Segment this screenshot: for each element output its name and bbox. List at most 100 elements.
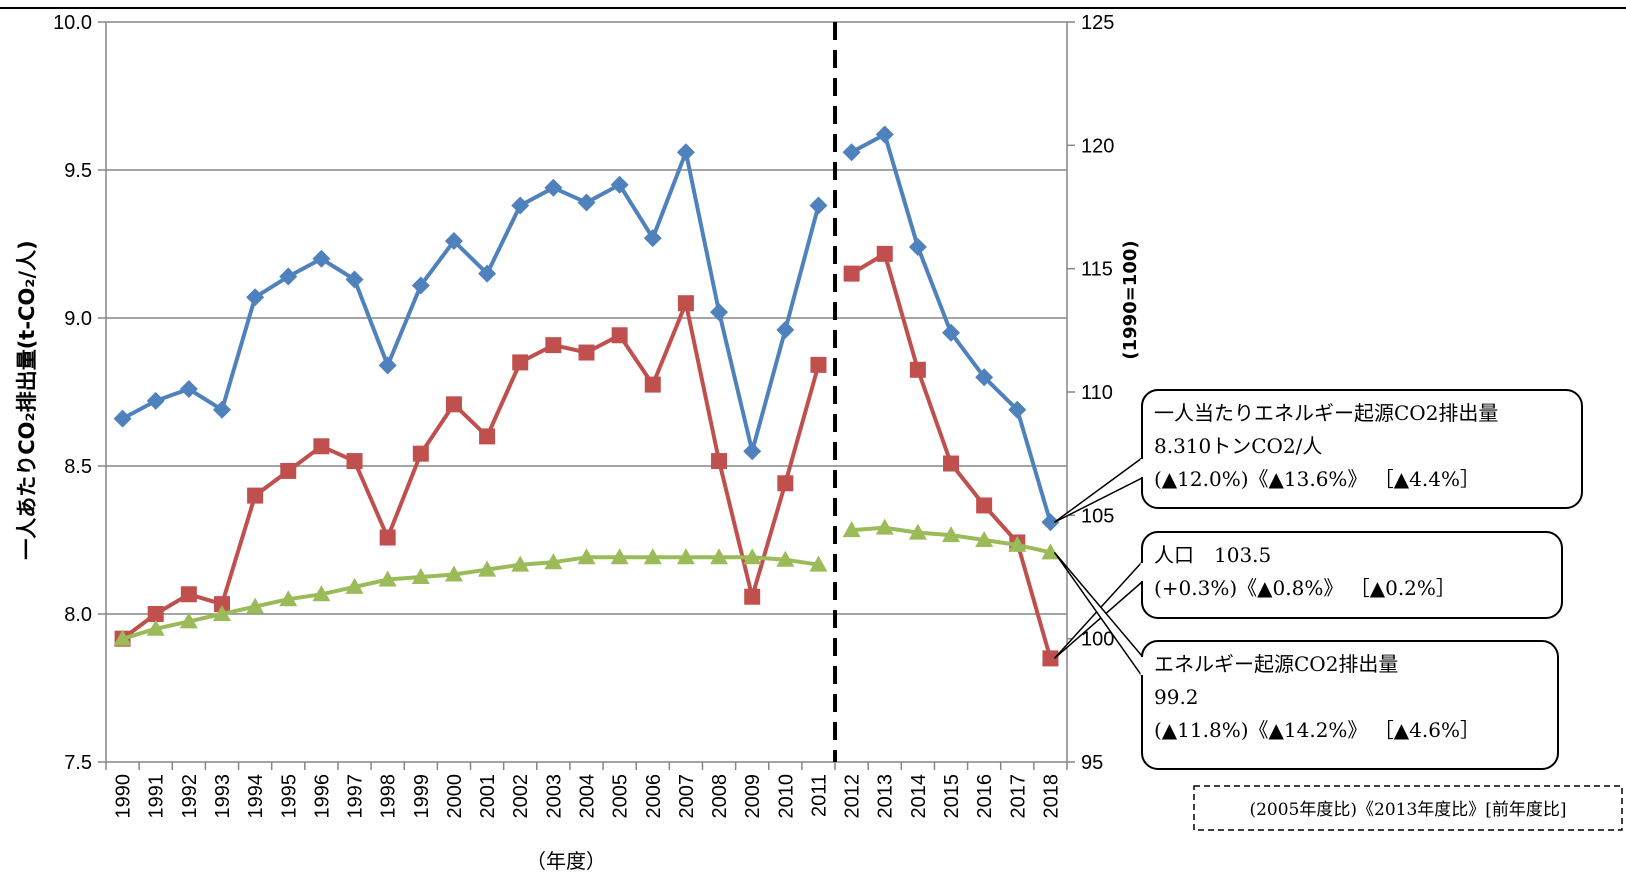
x-tick-label: 2010 [775,774,797,819]
data-point [809,196,828,215]
data-point [842,143,861,162]
y-tick-label-right: 95 [1081,752,1103,774]
callouts: 一人当たりエネルギー起源CO2排出量 8.310トンCO2/人 (▲12.0%)《▲… [1053,389,1583,770]
series-line [121,150,821,454]
data-point [411,276,430,295]
data-point [478,264,497,283]
callout-text: (+0.3%)《▲0.8%》 ［▲0.2%］ [1154,576,1456,600]
data-point [909,361,926,378]
x-tick-label: 2002 [510,774,532,819]
callout-text: エネルギー起源CO2排出量 [1154,652,1398,676]
data-point [279,267,298,286]
y-tick-label-right: 115 [1081,259,1113,281]
grid [106,21,1067,615]
callout-box [1141,389,1583,509]
x-tick-label: 2016 [974,774,996,819]
x-tick-label: 2009 [742,774,764,819]
x-tick-label: 2000 [444,774,466,819]
data-point [610,548,629,565]
data-point [976,497,993,514]
data-point [875,125,894,144]
y-tick-label-right: 125 [1081,12,1114,34]
x-tick-label: 2015 [941,774,963,819]
data-point [975,531,994,547]
data-point [744,588,761,605]
data-point [346,453,363,470]
data-point [710,303,729,322]
data-point [113,629,132,646]
y-axis-left-ticks: 7.5 8.0 8.5 9.0 9.5 10.0 [53,12,106,774]
data-point [247,487,264,504]
data-point [776,550,795,567]
data-point [511,555,530,572]
x-tick-label: 2018 [1040,774,1062,819]
data-point [943,455,960,472]
x-tick-label: 2011 [808,774,830,817]
data-point [179,380,198,399]
x-tick-label: 1999 [411,774,433,819]
data-point [345,577,364,594]
x-tick-label: 2013 [875,774,897,819]
callout-2: 人口 103.5 (+0.3%)《▲0.8%》 ［▲0.2%］ [1053,531,1563,659]
x-tick-label: 2005 [610,774,632,819]
data-point [1008,535,1027,552]
data-point [511,196,530,215]
data-point [545,337,562,354]
data-point [379,529,396,546]
x-tick-label: 2012 [842,774,864,819]
x-tick-label: 1997 [345,774,367,819]
data-point [147,606,164,622]
data-point [445,396,462,413]
legend-note: (2005年度比)《2013年度比》[前年度比] [1249,800,1566,820]
data-point [578,344,595,361]
callout-text: (▲12.0%)《▲13.6%》 ［▲4.4%］ [1154,467,1480,491]
callout-text: 8.310トンCO2/人 [1154,434,1322,458]
data-point [577,193,596,212]
data-point [212,605,231,621]
x-axis-ticks: 1990 1991 1992 1993 1994 1995 1996 1997 1998 1999… [113,774,1063,819]
y-tick-label-left: 8.5 [64,456,92,478]
data-point [279,590,298,607]
x-tick-label: 2008 [709,774,731,819]
data-point [975,368,994,387]
x-tick-label: 2017 [1007,774,1029,819]
data-point [676,548,695,565]
data-point [711,453,728,470]
y-tick-label-left: 9.5 [64,160,92,182]
data-point [479,428,496,445]
data-point [246,288,265,307]
data-point [942,323,961,342]
callout-box [1141,640,1559,770]
data-point [1041,543,1060,560]
data-point [113,409,132,428]
callout-text: (▲11.8%)《▲14.2%》 ［▲4.6%］ [1154,718,1480,742]
x-tick-label: 2014 [908,774,930,819]
x-tick-label: 2004 [577,774,599,819]
series-1 [113,125,1060,532]
data-point [876,245,893,262]
x-tick-label: 2001 [477,774,499,819]
data-point [378,570,397,587]
x-tick-label: 1993 [212,774,234,819]
data-point [1041,513,1060,532]
series-line [121,301,821,641]
data-point [378,356,397,375]
data-point [280,462,297,479]
callout-1: 一人当たりエネルギー起源CO2排出量 8.310トンCO2/人 (▲12.0%)《▲… [1053,389,1583,523]
data-point [908,237,927,256]
y-tick-label-right: 110 [1081,382,1113,404]
x-tick-label: 1995 [278,774,300,819]
data-point [212,400,231,419]
data-point [776,320,795,339]
x-tick-label: 1996 [311,774,333,819]
data-point [412,445,429,462]
data-point [213,596,230,613]
data-point [643,229,662,248]
data-point [842,521,861,538]
data-point [809,555,828,572]
data-point [676,143,695,162]
y-axis-right-ticks: 95 100 105 110 115 120 125 [1067,12,1114,774]
data-point [478,560,497,577]
axes [105,22,1068,770]
